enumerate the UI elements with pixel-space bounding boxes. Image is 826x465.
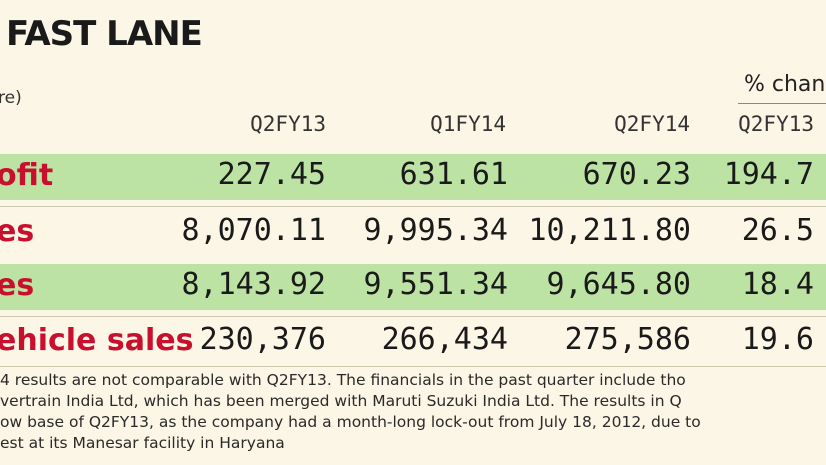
row-label: es <box>0 268 35 303</box>
column-header-q2fy13: Q2FY13 <box>250 112 326 136</box>
row-label: ofit <box>0 158 54 193</box>
row-label: es <box>0 214 35 249</box>
cell-q2fy13: 8,143.92 <box>181 267 327 302</box>
footnote-line: 4 results are not comparable with Q2FY13… <box>0 371 686 389</box>
table-row-sales-2: es 8,143.92 9,551.34 9,645.80 18.4 <box>0 264 826 310</box>
cell-pct-change: 18.4 <box>741 267 814 302</box>
cell-q2fy14: 9,645.80 <box>546 267 692 302</box>
header-rule <box>738 103 826 104</box>
cell-q2fy14: 10,211.80 <box>528 213 691 248</box>
cell-q2fy13: 227.45 <box>217 157 326 192</box>
footnote-line: ow base of Q2FY13, as the company had a … <box>0 413 701 431</box>
table-row-sales-1: es 8,070.11 9,995.34 10,211.80 26.5 <box>0 210 826 256</box>
row-divider <box>0 206 826 207</box>
cell-q2fy14: 670.23 <box>582 157 691 192</box>
row-label: ehicle sales <box>0 323 194 358</box>
table-row-profit: ofit 227.45 631.61 670.23 194.7 <box>0 154 826 200</box>
cell-q1fy14: 9,551.34 <box>363 267 509 302</box>
row-divider <box>0 316 826 317</box>
column-header-q1fy14: Q1FY14 <box>430 112 506 136</box>
table-row-vehicle-sales: ehicle sales 230,376 266,434 275,586 19.… <box>0 319 826 365</box>
cell-pct-change: 194.7 <box>723 157 814 192</box>
column-header-pct-q2fy13: Q2FY13 <box>738 112 814 136</box>
footnote-line: vertrain India Ltd, which has been merge… <box>0 392 682 410</box>
cell-q2fy14: 275,586 <box>564 322 691 357</box>
footnote-line: est at its Manesar facility in Haryana <box>0 434 285 452</box>
cell-q1fy14: 9,995.34 <box>363 213 509 248</box>
cell-q2fy13: 230,376 <box>199 322 326 357</box>
table-title: FAST LANE <box>6 14 203 54</box>
cell-pct-change: 19.6 <box>741 322 814 357</box>
percent-change-header: % chan <box>744 72 826 97</box>
row-divider <box>0 366 826 367</box>
column-header-q2fy14: Q2FY14 <box>614 112 690 136</box>
unit-label: re) <box>0 88 22 108</box>
cell-q2fy13: 8,070.11 <box>181 213 327 248</box>
cell-pct-change: 26.5 <box>741 213 814 248</box>
cell-q1fy14: 266,434 <box>381 322 508 357</box>
footnote: 4 results are not comparable with Q2FY13… <box>0 370 826 454</box>
cell-q1fy14: 631.61 <box>399 157 508 192</box>
